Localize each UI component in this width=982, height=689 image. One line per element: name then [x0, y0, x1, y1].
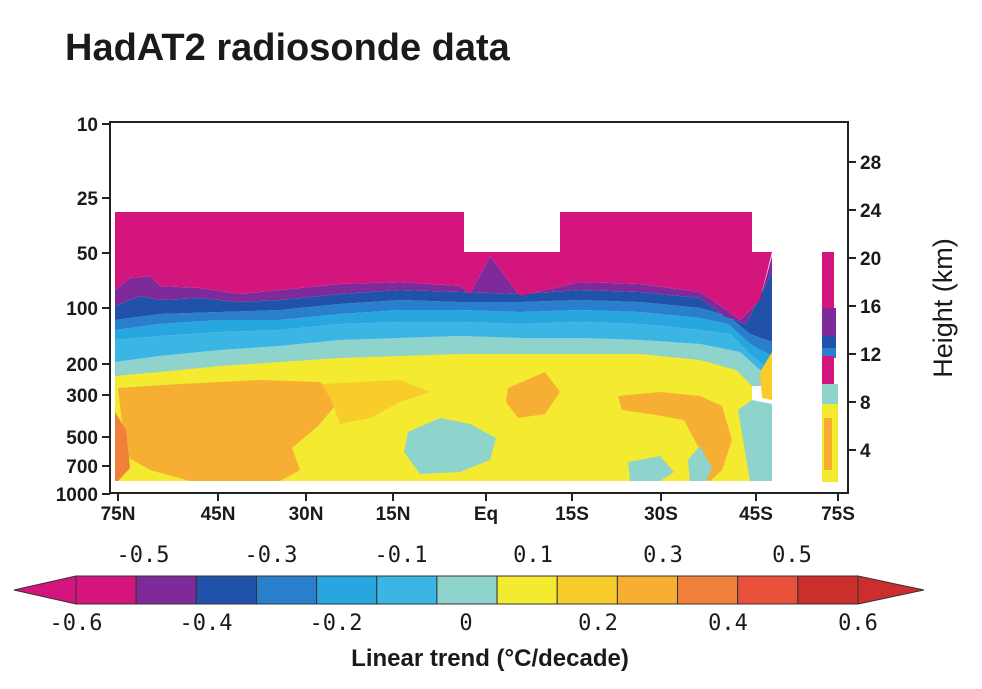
- colorbar-lower-ticks: -0.6 -0.4 -0.2 0 0.2 0.4 0.6: [50, 611, 878, 636]
- height-axis-label: Height (km): [928, 238, 958, 378]
- colorbar-segment: [556, 575, 618, 605]
- colorbar-upper-tick-label: -0.3: [245, 543, 298, 568]
- latitude-tick-label: 15N: [376, 504, 411, 525]
- colorbar-upper-ticks: -0.5 -0.3 -0.1 0.1 0.3 0.5: [117, 543, 812, 568]
- height-tick-label: 8: [860, 393, 871, 414]
- trend-field: [115, 212, 838, 482]
- strip-75s-teal: [822, 384, 838, 406]
- latitude-tick-label: Eq: [474, 504, 498, 525]
- height-tick-label: 12: [860, 345, 881, 366]
- latitude-tick-label: 75N: [101, 504, 136, 525]
- colorbar-arrow-left: [13, 575, 77, 605]
- colorbar-arrow-right: [857, 575, 925, 605]
- trend-region-minus-0.4: [115, 272, 772, 342]
- height-tick-label: 20: [860, 249, 881, 270]
- colorbar-upper-tick-label: -0.5: [117, 543, 170, 568]
- colorbar-lower-tick-label: -0.4: [180, 611, 233, 636]
- colorbar-lower-tick-label: 0.6: [838, 611, 878, 636]
- pressure-tick-label: 50: [77, 244, 98, 265]
- colorbar-segment: [255, 575, 318, 605]
- latitude-axis: 75N 45N 30N 15N Eq 15S 30S 45S 75S: [101, 493, 855, 525]
- colorbar-upper-tick-label: 0.1: [513, 543, 553, 568]
- height-tick-label: 28: [860, 153, 881, 174]
- strip-75s-magenta: [822, 252, 834, 312]
- trend-region-0.2-mid: [322, 380, 430, 424]
- height-axis: 28 24 20 16 12 8 4: [848, 153, 882, 462]
- colorbar-segment: [737, 575, 799, 605]
- trend-region-minus-0.5: [115, 256, 772, 324]
- colorbar-segment: [376, 575, 438, 605]
- latitude-tick-label: 75S: [821, 504, 855, 525]
- colorbar-segment: [135, 575, 197, 605]
- trend-region-0.2-eq: [506, 372, 560, 418]
- latitude-tick-label: 15S: [555, 504, 589, 525]
- latitude-tick-label: 45S: [739, 504, 773, 525]
- latitude-tick-label: 30S: [644, 504, 678, 525]
- trend-region-0.2-north: [118, 380, 340, 481]
- strip-75s-magenta2: [822, 356, 834, 386]
- colorbar: [13, 575, 925, 605]
- trend-region-0.0-45s: [738, 400, 772, 481]
- pressure-tick-label: 700: [66, 457, 98, 478]
- colorbar-lower-tick-label: -0.6: [50, 611, 103, 636]
- colorbar-segment: [316, 575, 378, 605]
- colorbar-lower-tick-label: 0: [459, 611, 472, 636]
- height-tick-label: 16: [860, 297, 881, 318]
- colorbar-lower-tick-label: 0.2: [578, 611, 618, 636]
- colorbar-segment: [436, 575, 498, 605]
- trend-region-0.3-75n: [115, 412, 130, 481]
- trend-region-45s-edge: [760, 352, 772, 400]
- latitude-tick-label: 30N: [289, 504, 324, 525]
- colorbar-lower-tick-label: 0.4: [708, 611, 748, 636]
- pressure-tick-label: 500: [66, 428, 98, 449]
- trend-region-minus-0.3: [115, 300, 772, 356]
- strip-75s-blue: [822, 348, 836, 358]
- colorbar-lower-tick-label: -0.2: [310, 611, 363, 636]
- pressure-tick-label: 100: [66, 299, 98, 320]
- height-tick-label: 4: [860, 441, 871, 462]
- colorbar-segment: [616, 575, 679, 605]
- height-tick-label: 24: [860, 201, 882, 222]
- colorbar-segment: [797, 575, 859, 605]
- pressure-tick-label: 10: [77, 115, 98, 136]
- strip-75s-orange: [824, 418, 832, 470]
- latitude-tick-label: 45N: [201, 504, 236, 525]
- trend-strip-75s: [822, 252, 838, 482]
- pressure-tick-label: 300: [66, 386, 98, 407]
- colorbar-segment: [496, 575, 558, 605]
- colorbar-segment: [677, 575, 739, 605]
- colorbar-segment: [195, 575, 257, 605]
- trend-region-0.0-band: [115, 336, 772, 386]
- colorbar-segment: [75, 575, 137, 605]
- colorbar-upper-tick-label: 0.5: [772, 543, 812, 568]
- pressure-tick-label: 25: [77, 189, 99, 210]
- strip-75s-purple: [822, 308, 836, 338]
- colorbar-label: Linear trend (°C/decade): [351, 645, 629, 672]
- trend-region-0.0-mid: [404, 418, 496, 474]
- trend-region-0.0-south: [688, 446, 712, 481]
- chart-title: HadAT2 radiosonde data: [65, 27, 511, 69]
- colorbar-upper-tick-label: -0.1: [375, 543, 428, 568]
- pressure-tick-label: 1000: [56, 485, 98, 506]
- trend-region-minus-0.6: [115, 212, 772, 320]
- pressure-tick-label: 200: [66, 355, 98, 376]
- colorbar-upper-tick-label: 0.3: [643, 543, 683, 568]
- trend-region-minus-0.1: [115, 322, 772, 386]
- strip-75s-darkblue: [822, 336, 836, 350]
- trend-region-minus-0.2: [115, 310, 772, 372]
- pressure-axis: 10 25 50 100 200 300 500 700 1000: [56, 115, 110, 506]
- trend-region-0.0-low: [628, 456, 674, 481]
